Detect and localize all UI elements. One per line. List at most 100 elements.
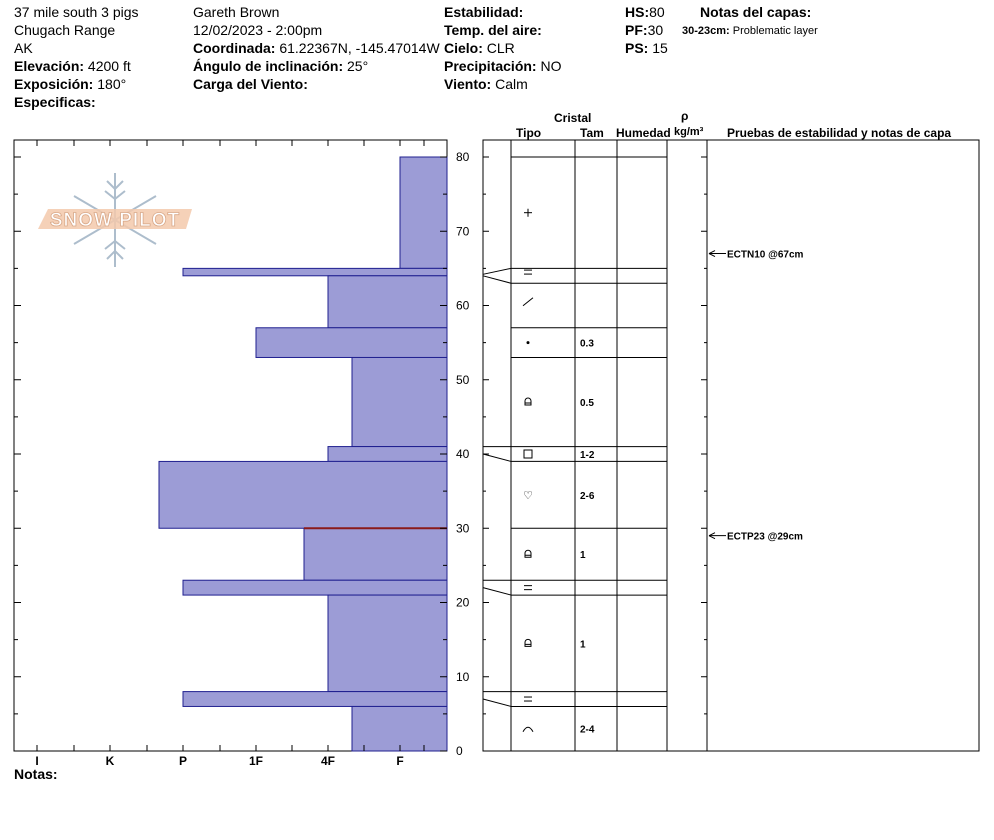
crystal-size-label: 1: [580, 639, 586, 650]
precip-label: Precipitación:: [444, 58, 537, 74]
elevation-value: 4200 ft: [87, 58, 131, 74]
y-tick-label: 70: [456, 224, 470, 238]
hardness-bar: [158, 460, 448, 529]
layer-connector: [482, 267, 512, 275]
ps-value: 15: [652, 40, 668, 56]
crystal-size-label: 0.5: [580, 398, 594, 409]
density-unit: kg/m³: [674, 126, 704, 138]
air-temp-label: Temp. del aire:: [444, 22, 542, 38]
precipitation: Precipitación: NO: [444, 58, 561, 74]
hardness-bar: [255, 327, 448, 358]
specifics-label: Especificas:: [14, 94, 96, 110]
slope-value: 25°: [347, 58, 369, 74]
hardness-bar: [327, 275, 448, 329]
layer-note: 30-23cm: Problematic layer: [682, 23, 818, 39]
stability-label: Estabilidad:: [444, 4, 524, 20]
y-tick-label: 40: [456, 447, 470, 461]
layer-connector: [482, 453, 512, 462]
pf-value: 30: [647, 22, 664, 38]
hardness-bar: [303, 527, 448, 581]
ps: PS: 15: [625, 40, 668, 56]
density-symbol: ρ: [681, 109, 689, 123]
arrow-left-icon: [708, 250, 716, 257]
y-tick-label: 0: [456, 744, 463, 758]
pf-label: PF:: [625, 22, 648, 38]
y-tick-label: 10: [456, 670, 470, 684]
stability-test-label: ECTP23 @29cm: [727, 532, 803, 543]
layer-notes-label: Notas del capas:: [700, 4, 812, 20]
hardness-bar: [182, 691, 448, 707]
crystal-header: Cristal: [554, 111, 592, 125]
rounded-grain-icon: [524, 638, 532, 647]
hardness-label: I: [35, 754, 38, 768]
hardness-label: 1F: [249, 754, 263, 768]
wind-label: Viento:: [444, 76, 492, 92]
sky-value: CLR: [486, 40, 515, 56]
layer-connector: [482, 275, 512, 284]
crystal-size-label: 2-4: [580, 725, 595, 736]
precip-value: NO: [540, 58, 562, 74]
wind: Viento: Calm: [444, 76, 528, 92]
sky: Cielo: CLR: [444, 40, 515, 56]
location-name: 37 mile south 3 pigs: [14, 4, 139, 20]
crystal-size-label: 2-6: [580, 491, 595, 502]
ps-label: PS:: [625, 40, 649, 56]
type-header: Tipo: [516, 126, 542, 140]
y-tick-label: 60: [456, 299, 470, 313]
y-tick-label: 20: [456, 596, 470, 610]
pf: PF:30: [625, 22, 663, 38]
elevation-label: Elevación:: [14, 58, 85, 74]
layer-note-text: Problematic layer: [732, 25, 818, 37]
faceted-crystal-icon: [523, 449, 533, 459]
hs-value: 80: [649, 4, 665, 20]
crystal-size-label: 0.3: [580, 339, 594, 350]
date-time: 12/02/2023 - 2:00pm: [193, 22, 323, 38]
hs-label: HS:: [625, 4, 650, 20]
wind-load-label: Carga del Viento:: [193, 76, 308, 92]
hardness-bar: [399, 156, 448, 269]
coordinates: Coordinada: 61.22367N, -145.47014W: [193, 40, 440, 56]
hardness-bar: [351, 705, 448, 752]
mountain-range: Chugach Range: [14, 22, 116, 38]
y-tick-label: 80: [456, 150, 470, 164]
decomposing-particle-icon: [522, 297, 534, 307]
y-tick-label: 30: [456, 521, 470, 535]
aspect: Exposición: 180°: [14, 76, 126, 92]
hardness-bar: [182, 267, 448, 277]
elevation: Elevación: 4200 ft: [14, 58, 131, 74]
crystal-size-label: 1: [580, 550, 586, 561]
layer-connector: [482, 587, 512, 596]
state: AK: [14, 40, 33, 56]
notes-label: Notas:: [14, 766, 58, 782]
size-header: Tam: [580, 126, 604, 140]
small-grain-icon: [526, 341, 530, 345]
coord-label: Coordinada:: [193, 40, 276, 56]
crystal-size-label: 1-2: [580, 450, 595, 461]
slope: Ángulo de inclinación: 25°: [193, 58, 368, 74]
hardness-bar: [351, 356, 448, 448]
sky-label: Cielo:: [444, 40, 483, 56]
coord-value: 61.22367N, -145.47014W: [279, 40, 440, 56]
hardness-bar: [327, 446, 448, 462]
stability-test-label: ECTN10 @67cm: [727, 250, 804, 261]
rounded-grain-icon: [524, 549, 532, 558]
y-tick-label: 50: [456, 373, 470, 387]
depth-hoar-icon: [522, 726, 534, 732]
moisture-header: Humedad: [616, 126, 671, 140]
hardness-label: K: [106, 754, 115, 768]
observer: Gareth Brown: [193, 4, 280, 20]
wind-value: Calm: [495, 76, 528, 92]
layer-connector: [482, 698, 512, 707]
hardness-bar: [327, 594, 448, 693]
hardness-label: P: [179, 754, 187, 768]
aspect-value: 180°: [97, 76, 127, 92]
tests-header: Pruebas de estabilidad y notas de capa: [727, 126, 952, 140]
hs: HS:80: [625, 4, 665, 20]
hardness-bar: [182, 579, 448, 596]
hardness-label: F: [396, 754, 403, 768]
surface-hoar-icon: ♡: [523, 490, 533, 502]
layer-note-depth: 30-23cm:: [682, 25, 730, 37]
hardness-label: 4F: [321, 754, 335, 768]
aspect-label: Exposición:: [14, 76, 94, 92]
